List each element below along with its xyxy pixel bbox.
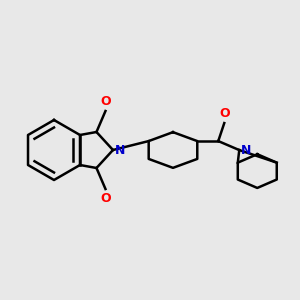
Text: O: O <box>100 95 111 108</box>
Text: N: N <box>241 144 251 157</box>
Text: O: O <box>100 192 111 205</box>
Text: O: O <box>219 107 230 120</box>
Text: N: N <box>115 143 125 157</box>
